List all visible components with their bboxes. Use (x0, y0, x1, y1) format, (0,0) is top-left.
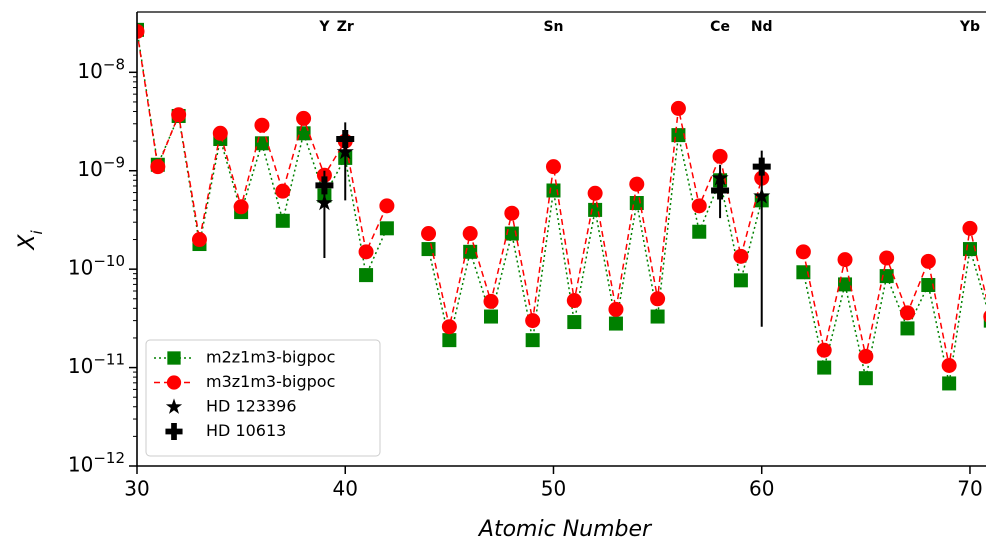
circle-marker (212, 125, 228, 141)
square-marker (650, 309, 665, 324)
circle-marker (525, 313, 541, 329)
square-marker (442, 333, 457, 348)
legend-box (145, 339, 381, 457)
y-tick-label: 10−12 (68, 449, 125, 477)
circle-marker (670, 100, 686, 116)
circle-marker (691, 198, 707, 214)
x-axis-label: Atomic Number (477, 517, 653, 542)
circle-marker (275, 183, 291, 199)
circle-marker (566, 293, 582, 309)
circle-marker (150, 159, 166, 175)
square-marker (733, 273, 748, 288)
circle-marker (379, 198, 395, 214)
square-marker (421, 242, 436, 257)
square-marker (379, 221, 394, 236)
circle-marker (983, 310, 986, 323)
legend-marker (166, 375, 182, 390)
circle-marker (962, 220, 978, 236)
circle-marker (837, 252, 853, 268)
square-marker (921, 278, 936, 293)
square-marker (900, 321, 915, 336)
x-tick-label: 40 (333, 477, 358, 501)
square-marker (796, 265, 811, 280)
x-tick-label: 60 (749, 477, 774, 501)
circle-marker (650, 291, 666, 307)
legend-marker (165, 398, 183, 414)
circle-marker (629, 176, 645, 192)
square-marker (671, 128, 686, 143)
circle-marker (462, 226, 478, 242)
y-tick-label: 10−10 (68, 252, 125, 280)
y-tick-label: 10−9 (77, 153, 125, 181)
square-marker (692, 224, 707, 239)
circle-marker (441, 319, 457, 335)
legend-label: m2z1m3-bigpoc (206, 348, 335, 367)
square-marker (359, 268, 374, 283)
square-marker (275, 213, 290, 228)
plus-marker (711, 181, 730, 200)
circle-marker (358, 244, 374, 260)
x-tick-label: 30 (124, 477, 149, 501)
y-tick-label: 10−11 (68, 350, 125, 378)
square-marker (588, 202, 603, 217)
square-marker (817, 360, 832, 375)
legend-label: m3z1m3-bigpoc (206, 372, 335, 391)
plus-marker (336, 130, 355, 149)
y-tick-label: 10−8 (77, 55, 125, 83)
x-tick-label: 70 (957, 477, 982, 501)
circle-marker (191, 232, 207, 248)
series-line (137, 31, 986, 366)
element-label: Y (318, 19, 330, 35)
circle-marker (421, 226, 437, 242)
circle-marker (171, 107, 187, 123)
square-marker (484, 309, 499, 324)
square-marker (546, 183, 561, 198)
square-marker (879, 269, 894, 284)
circle-marker (608, 301, 624, 317)
legend-marker (167, 351, 181, 365)
legend-label: HD 123396 (206, 397, 297, 416)
legend-label: HD 10613 (206, 421, 286, 440)
x-tick-label: 50 (541, 477, 566, 501)
circle-marker (795, 244, 811, 260)
circle-marker (816, 342, 832, 358)
square-marker (838, 277, 853, 292)
element-label: Zr (337, 19, 354, 35)
circle-marker (483, 293, 499, 309)
square-marker (608, 316, 623, 331)
circle-marker (858, 348, 874, 364)
square-marker (942, 376, 957, 391)
plus-marker (315, 176, 334, 195)
plot-area (137, 22, 986, 391)
circle-marker (879, 250, 895, 266)
element-label: Yb (959, 19, 980, 35)
element-label: Sn (543, 19, 563, 35)
legend-marker (165, 422, 183, 441)
square-marker (962, 242, 977, 257)
circle-marker (137, 23, 145, 39)
square-marker (567, 315, 582, 330)
circle-marker (545, 159, 561, 175)
circle-marker (296, 110, 312, 126)
circle-marker (920, 253, 936, 269)
plus-marker (752, 157, 771, 176)
element-label: Nd (751, 19, 773, 35)
square-marker (463, 244, 478, 259)
y-axis-label: Xi (15, 230, 46, 251)
element-label: Ce (710, 19, 730, 35)
series-line (137, 29, 986, 384)
circle-marker (504, 205, 520, 221)
circle-marker (587, 185, 603, 201)
square-marker (525, 333, 540, 348)
square-marker (858, 371, 873, 386)
circle-marker (712, 148, 728, 164)
circle-marker (941, 357, 957, 373)
circle-marker (733, 248, 749, 264)
circle-marker (899, 305, 915, 321)
circle-marker (254, 117, 270, 133)
circle-marker (233, 199, 249, 215)
